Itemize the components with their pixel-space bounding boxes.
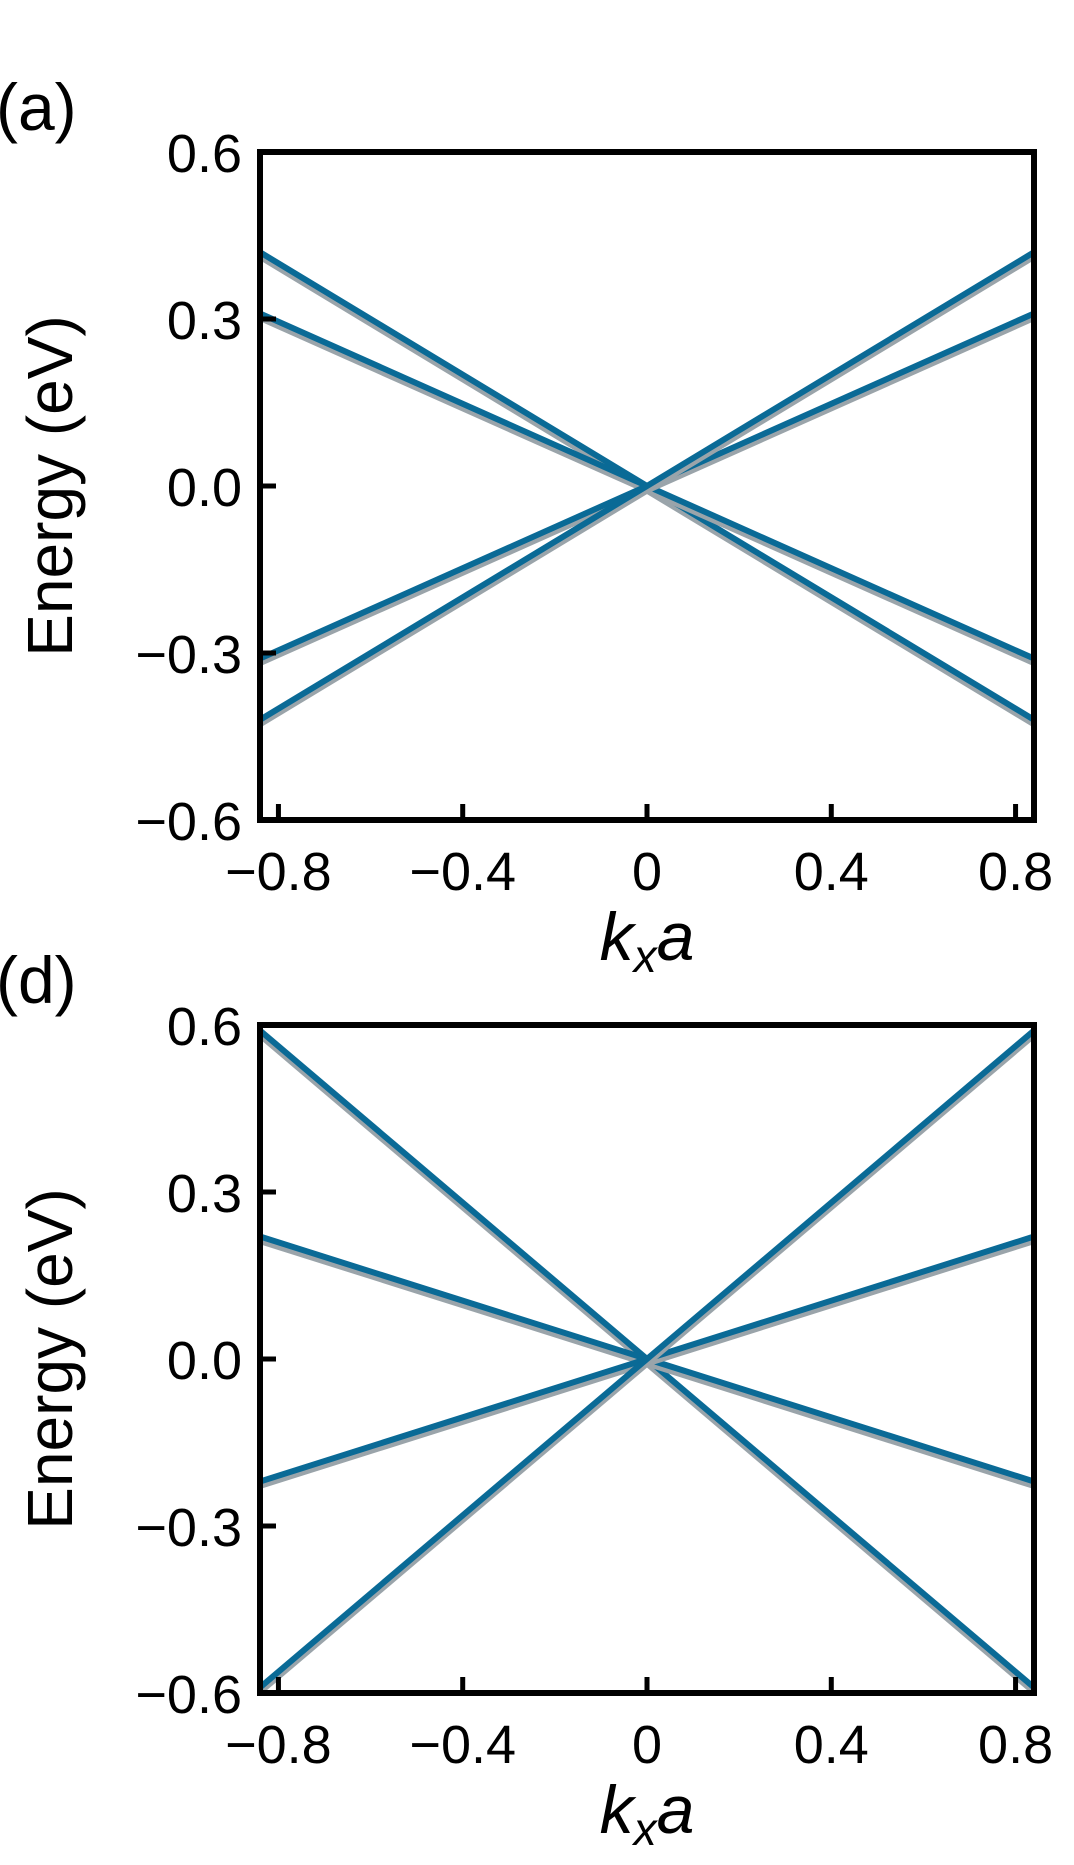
xtick-label-3: 0.4 [794, 842, 869, 902]
xtick-label-1: −0.4 [409, 1715, 516, 1775]
ytick-label-3: 0.3 [167, 1164, 242, 1224]
x-axis-label-a: a [657, 1772, 695, 1848]
xtick-label-0: −0.8 [225, 842, 332, 902]
xtick-label-3: 0.4 [794, 1715, 869, 1775]
xtick-label-0: −0.8 [225, 1715, 332, 1775]
y-axis-label: Energy (eV) [14, 1188, 86, 1529]
ytick-label-1: −0.3 [135, 625, 242, 685]
xtick-label-4: 0.8 [978, 1715, 1053, 1775]
xtick-label-2: 0 [632, 842, 662, 902]
series-group [260, 249, 1034, 727]
series-shadow-3 [260, 1031, 1034, 1693]
ytick-label-0: −0.6 [135, 792, 242, 852]
ytick-label-0: −0.6 [135, 1665, 242, 1725]
chart-panel-1: −0.6 −0.3 0.0 0.3 0.6 −0.8 −0.4 0 0.4 0.8 Energy (… [0, 943, 1053, 1855]
x-axis-label-sub: x [632, 1803, 659, 1855]
chart-panel-0: −0.6 −0.3 0.0 0.3 0.6 −0.8 −0.4 0 0.4 0.8 Energy (… [0, 70, 1053, 982]
x-axis-label: kxa [600, 899, 695, 982]
x-axis-label-k: k [600, 1772, 637, 1848]
x-axis-label-a: a [657, 899, 695, 975]
xtick-label-2: 0 [632, 1715, 662, 1775]
xtick-label-1: −0.4 [409, 842, 516, 902]
panel-label: (a) [0, 70, 77, 144]
x-axis-label-k: k [600, 899, 637, 975]
series-line-3 [260, 1028, 1034, 1690]
x-axis-label: kxa [600, 1772, 695, 1855]
series-line-3 [260, 249, 1034, 723]
x-axis-label-sub: x [632, 930, 659, 982]
ytick-label-2: 0.0 [167, 458, 242, 518]
panel-label: (d) [0, 943, 77, 1017]
series-group [260, 1028, 1034, 1693]
xtick-label-4: 0.8 [978, 842, 1053, 902]
series-shadow-3 [260, 253, 1034, 727]
ytick-label-3: 0.3 [167, 291, 242, 351]
ytick-label-4: 0.6 [167, 124, 242, 184]
ytick-label-1: −0.3 [135, 1498, 242, 1558]
y-axis-label: Energy (eV) [14, 315, 86, 656]
ytick-label-4: 0.6 [167, 997, 242, 1057]
ytick-label-2: 0.0 [167, 1331, 242, 1391]
